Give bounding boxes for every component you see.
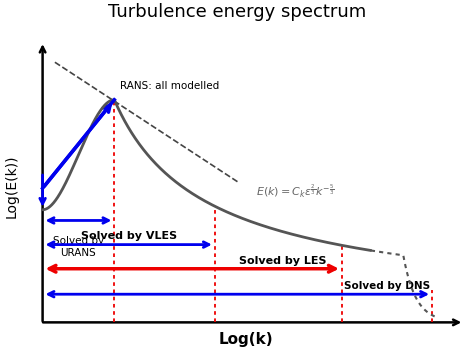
Text: Solved by
URANS: Solved by URANS [53,236,104,258]
Title: Turbulence energy spectrum: Turbulence energy spectrum [108,3,366,21]
Text: $E(k)=C_k\varepsilon^{\frac{2}{3}}k^{-\frac{5}{3}}$: $E(k)=C_k\varepsilon^{\frac{2}{3}}k^{-\f… [256,182,335,200]
Text: Solved by DNS: Solved by DNS [344,281,430,291]
Text: Solved by LES: Solved by LES [239,256,327,265]
Text: RANS: all modelled: RANS: all modelled [120,81,220,91]
Text: Log(k): Log(k) [219,332,273,346]
Text: Log(E(k)): Log(E(k)) [5,155,19,218]
Text: Solved by VLES: Solved by VLES [81,231,177,241]
